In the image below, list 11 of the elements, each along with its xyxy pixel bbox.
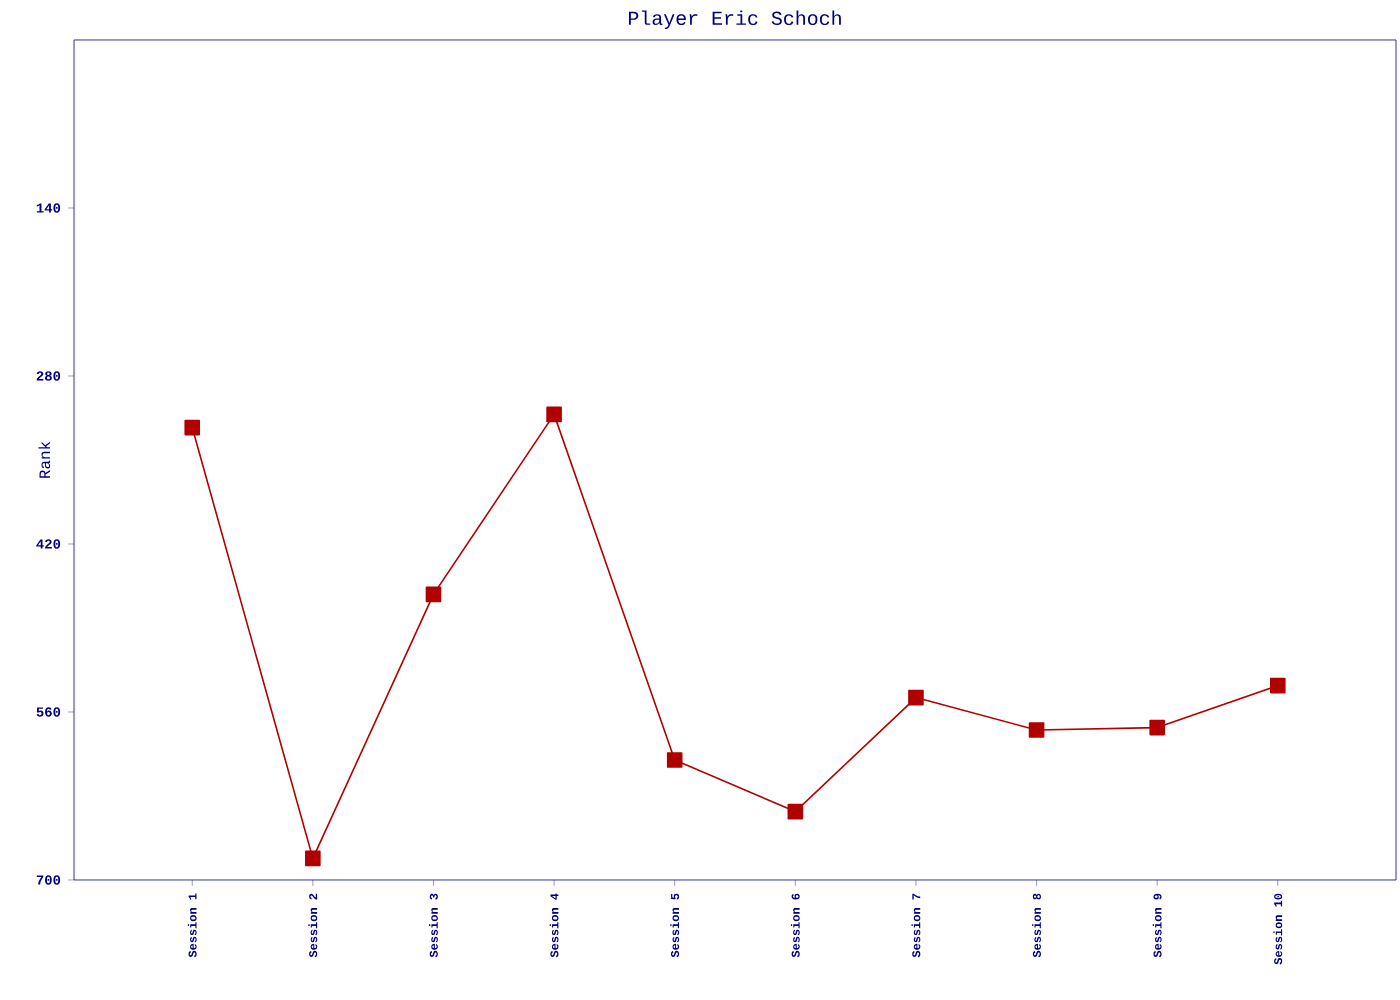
point — [425, 586, 442, 603]
point — [908, 689, 924, 706]
point — [787, 803, 804, 820]
point — [184, 419, 201, 436]
point — [666, 752, 683, 768]
point — [1028, 722, 1045, 738]
chart-title: Player Eric Schoch — [628, 10, 841, 29]
point — [305, 850, 321, 867]
point — [546, 406, 562, 423]
point — [1149, 719, 1165, 736]
point — [1270, 677, 1286, 694]
